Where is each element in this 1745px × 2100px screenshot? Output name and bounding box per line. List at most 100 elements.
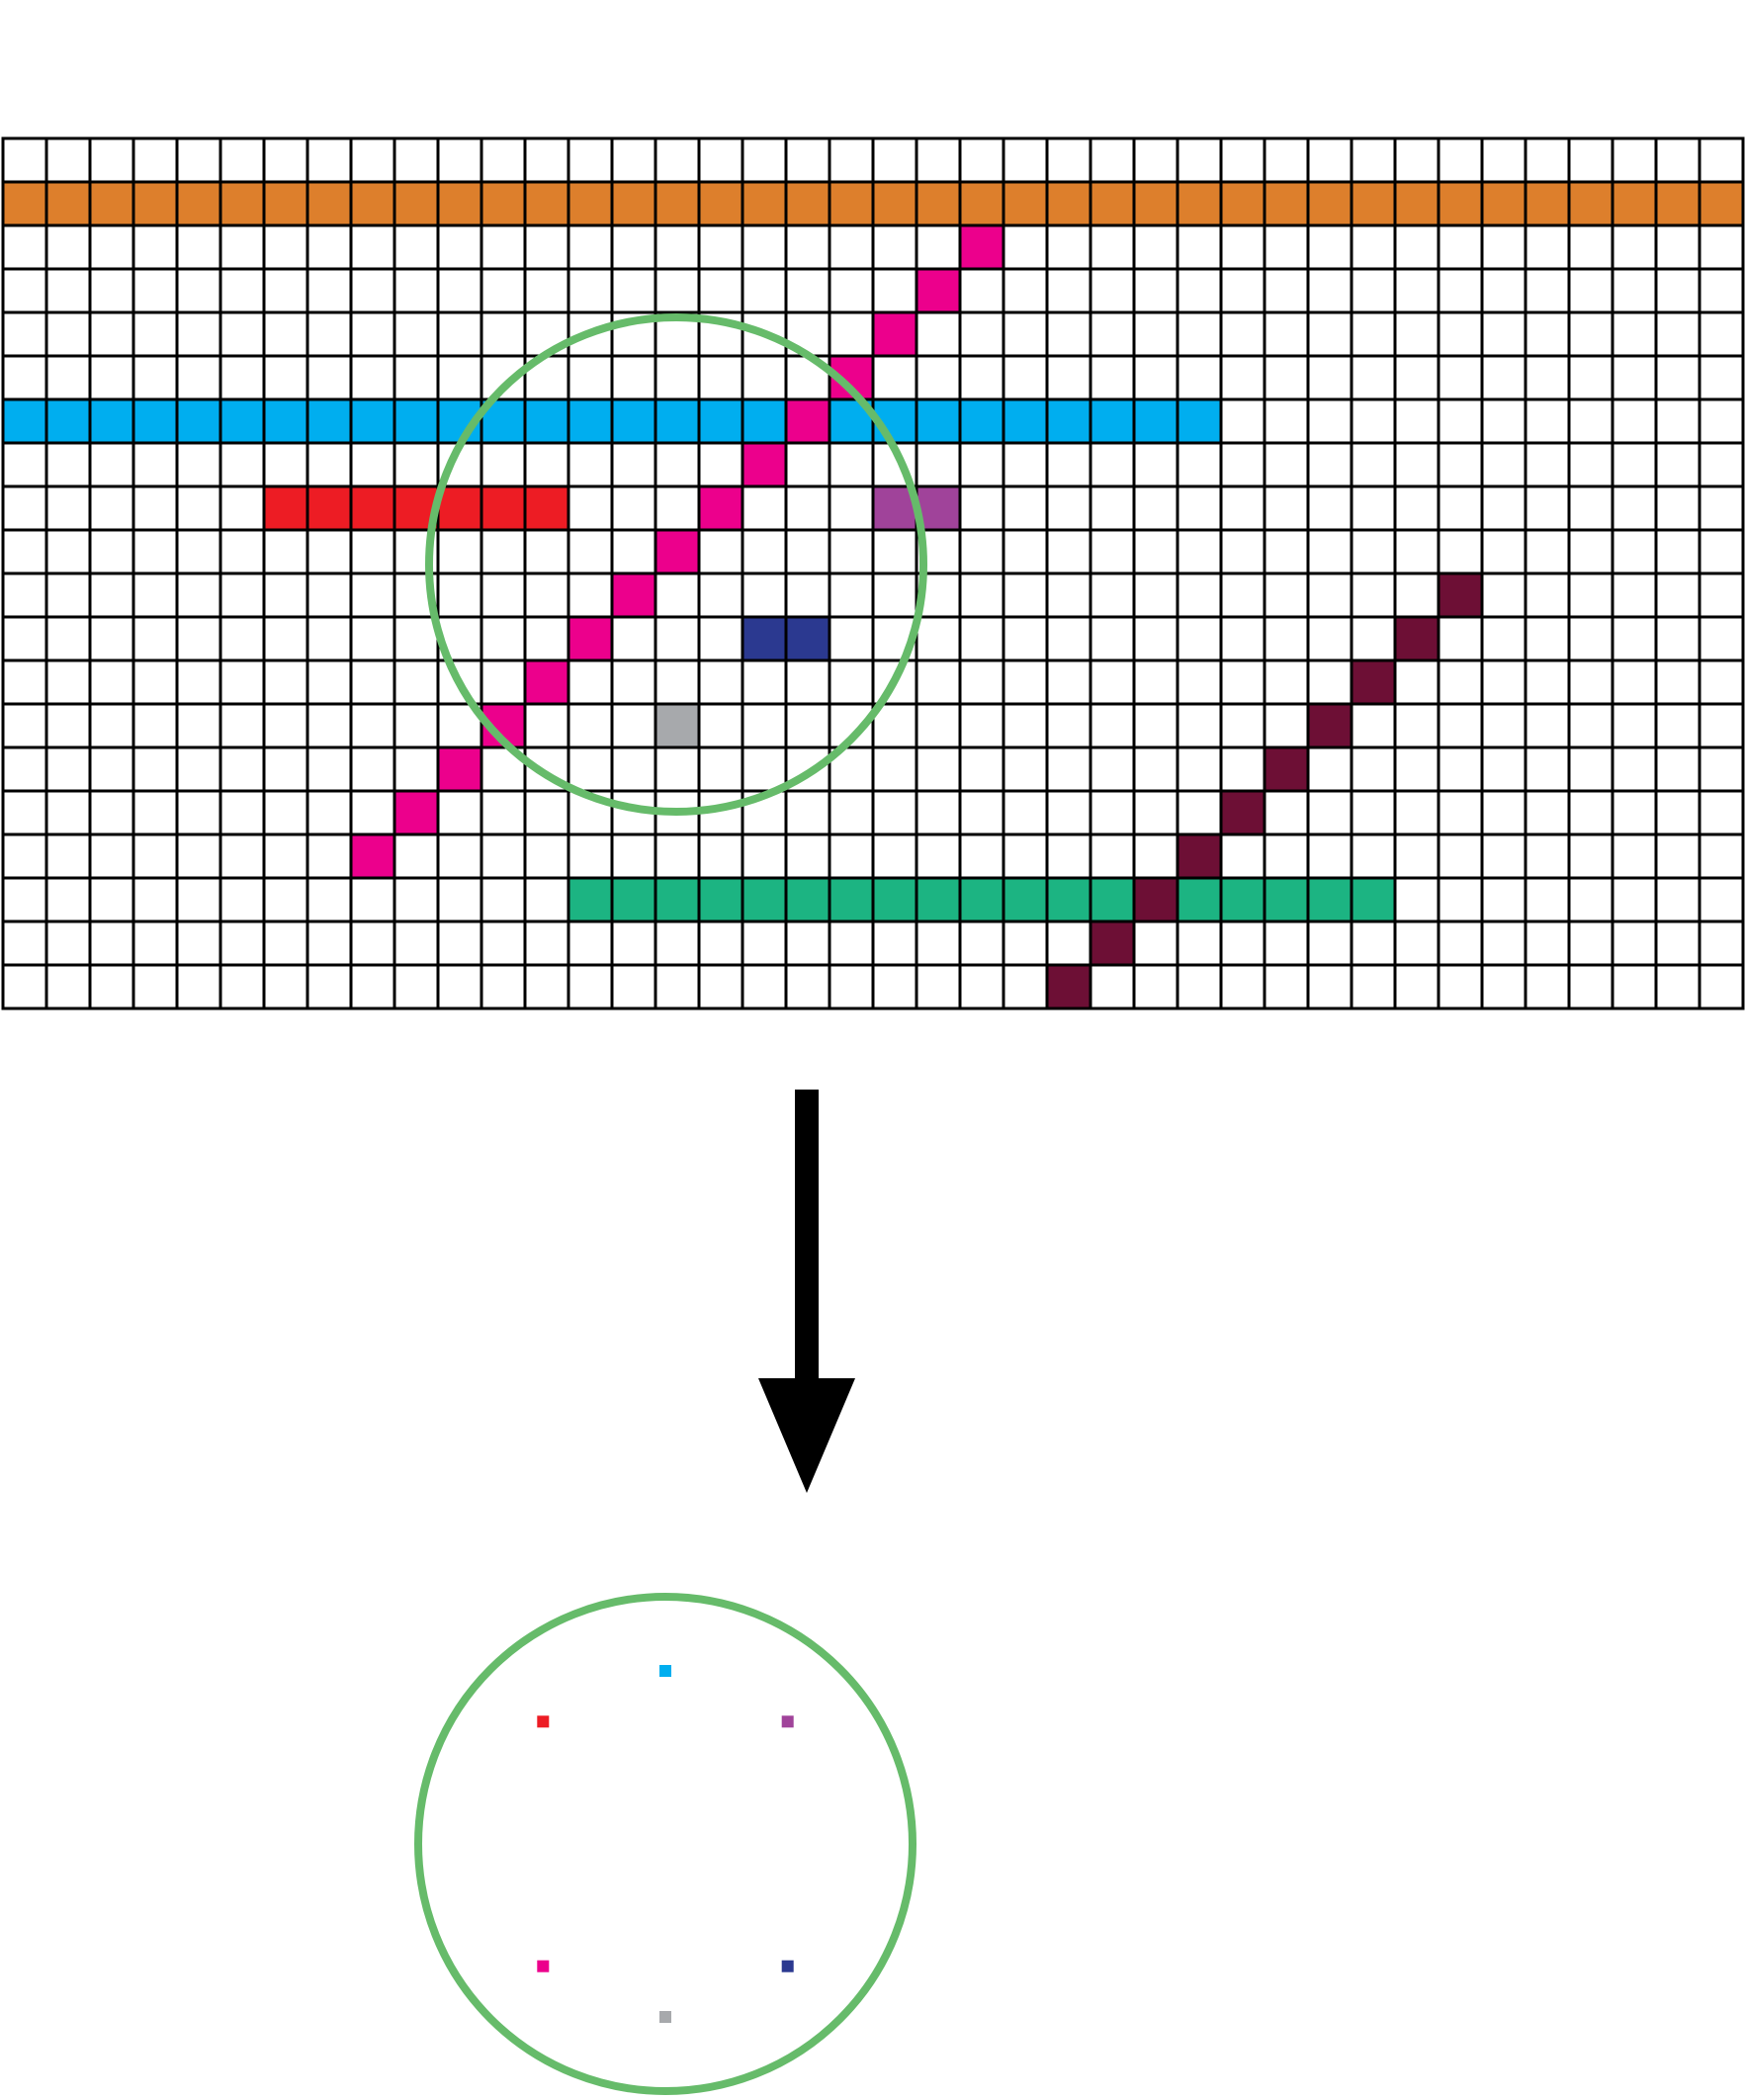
grid-cell [88,919,135,967]
orange-bar-cell [393,180,440,227]
grid-cell [1089,832,1136,880]
grid-cell [393,223,440,271]
grid-cell [1437,397,1484,445]
grid-cell [436,832,483,880]
grid-cell [131,615,179,662]
gray-point [659,2011,671,2023]
grid-cell [305,919,353,967]
grid-cell [871,745,918,793]
grid-cell [44,354,92,401]
grid-cell [218,702,266,749]
grid-cell [88,441,135,488]
grid-cell [1176,658,1223,706]
grid-cell [262,658,309,706]
orange-bar-cell [218,180,266,227]
grid-cell [1176,571,1223,619]
grid-cell [1132,484,1179,532]
grid-cell [958,963,1005,1010]
grid-cell [175,615,222,662]
grid-cell [610,658,657,706]
grid-cell [1393,310,1440,358]
orange-bar-cell [828,180,875,227]
grid-cell [88,484,135,532]
grid-cell [1437,963,1484,1010]
grid-cell [523,528,570,575]
magenta-diagonal-cell [697,484,744,532]
grid-cell [1350,441,1397,488]
grid-cell [131,745,179,793]
grid-cell [218,745,266,793]
grid-cell [610,136,657,184]
grid-cell [610,702,657,749]
grid-cell [88,702,135,749]
grid-cell [1219,223,1266,271]
orange-bar-cell [697,180,744,227]
grid-cell [1263,615,1310,662]
grid-cell [1002,963,1049,1010]
grid-cell [1350,571,1397,619]
green-bar-cell [1002,876,1049,923]
grid-cell [741,223,788,271]
blue-bar-cell [1132,397,1179,445]
orange-bar-cell [1698,180,1745,227]
grid-cell [349,702,396,749]
grid-cell [1567,745,1614,793]
grid-cell [1393,702,1440,749]
blue-bar-cell [349,397,396,445]
grid-cell [480,441,527,488]
grid-cell [131,919,179,967]
blue-bar-cell [218,397,266,445]
grid-cell [1,571,48,619]
grid-cell [741,658,788,706]
grid-cell [480,136,527,184]
grid-cell [1611,832,1658,880]
grid-cell [1611,571,1658,619]
grid-cell [1480,397,1527,445]
grid-cell [1654,919,1701,967]
orange-bar-cell [349,180,396,227]
grid-cell [1393,658,1440,706]
grid-cell [480,615,527,662]
grid-cell [305,267,353,314]
grid-cell [697,223,744,271]
grid-cell [784,963,831,1010]
grid-cell [523,223,570,271]
grid-cell [1,832,48,880]
grid-cell [1611,745,1658,793]
grid-cell [1219,571,1266,619]
grid-cell [44,528,92,575]
grid-cell [1567,832,1614,880]
grid-cell [1263,441,1310,488]
orange-bar-cell [1089,180,1136,227]
grid-cell [1045,702,1092,749]
grid-cell [1698,919,1745,967]
grid-cell [523,267,570,314]
grid-cell [1480,919,1527,967]
grid-cell [218,571,266,619]
grid-cell [1,615,48,662]
grid-cell [1437,484,1484,532]
grid-cell [1045,310,1092,358]
grid-cell [1524,528,1571,575]
grid-cell [262,919,309,967]
grid-cell [175,267,222,314]
grid-cell [523,832,570,880]
grid-cell [1002,528,1049,575]
grid-cell [436,136,483,184]
grid-cell [175,702,222,749]
grid-cell [741,136,788,184]
grid-cell [1698,963,1745,1010]
grid-cell [131,702,179,749]
grid-cell [1176,789,1223,836]
grid-cell [1132,223,1179,271]
grid-cell [1002,789,1049,836]
grid-cell [1393,136,1440,184]
grid-cell [654,745,701,793]
grid-cell [175,136,222,184]
grid-cell [567,354,614,401]
grid-cell [1698,702,1745,749]
grid-cell [828,223,875,271]
orange-bar-cell [1437,180,1484,227]
grid-cell [741,963,788,1010]
grid-cell [1698,136,1745,184]
